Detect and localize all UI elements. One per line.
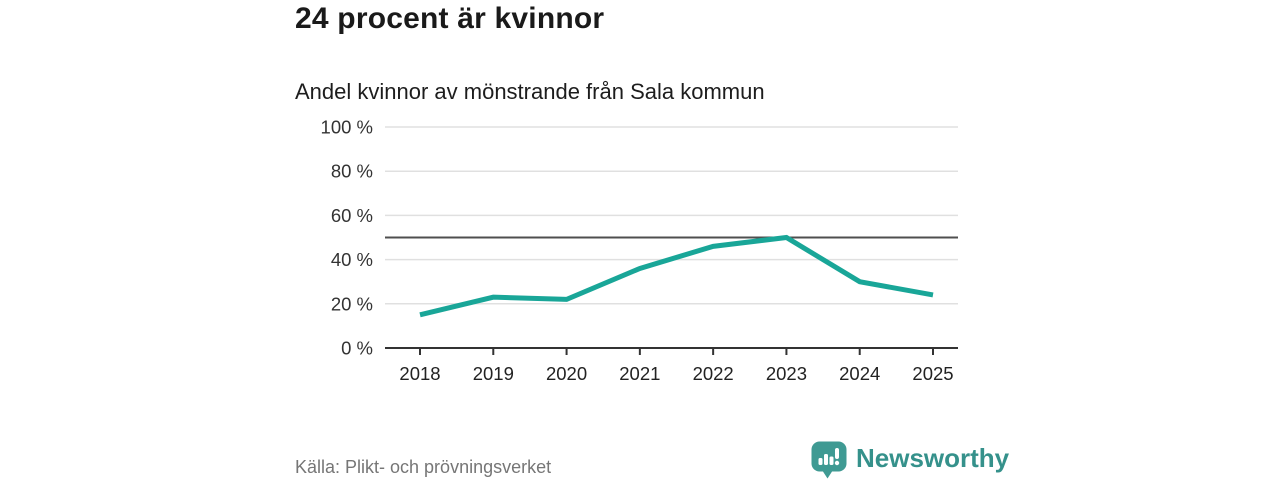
brand-logo: Newsworthy xyxy=(811,441,1009,479)
x-tick-label: 2023 xyxy=(766,363,807,384)
newsworthy-logo-icon xyxy=(811,441,847,479)
y-tick-label: 60 % xyxy=(331,205,373,226)
x-tick-label: 2019 xyxy=(473,363,514,384)
line-chart: 0 % 20 % 40 % 60 % 80 % 100 % 2018 2019 2020 2021… xyxy=(290,115,990,400)
x-tick-label: 2022 xyxy=(693,363,734,384)
y-tick-label: 40 % xyxy=(331,249,373,270)
data-line xyxy=(419,234,934,318)
y-tick-label: 100 % xyxy=(321,117,373,138)
x-tick-label: 2021 xyxy=(619,363,660,384)
x-tick-label: 2020 xyxy=(546,363,587,384)
line-chart-canvas: 0 % 20 % 40 % 60 % 80 % 100 % 2018 2019 2020 2021… xyxy=(321,117,958,384)
chart-subtitle: Andel kvinnor av mönstrande från Sala ko… xyxy=(295,79,765,104)
brand-name: Newsworthy xyxy=(856,443,1010,473)
headline: 24 procent är kvinnor xyxy=(295,2,605,35)
x-tick-label: 2025 xyxy=(912,363,953,384)
source-note: Källa: Plikt- och prövningsverket xyxy=(295,457,552,477)
y-tick-label: 0 % xyxy=(341,338,373,359)
x-tick-label: 2018 xyxy=(399,363,440,384)
x-tick-label: 2024 xyxy=(839,363,880,384)
y-tick-label: 80 % xyxy=(331,161,373,182)
y-tick-label: 20 % xyxy=(331,293,373,314)
